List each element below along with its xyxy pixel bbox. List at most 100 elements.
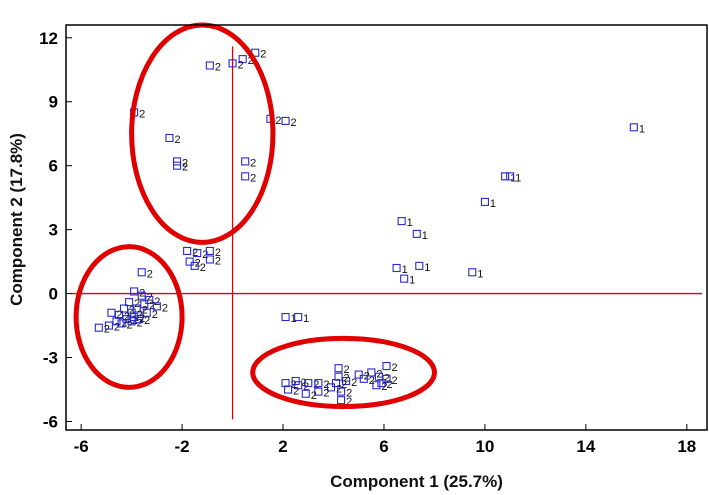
data-point: [304, 379, 313, 388]
data-point-label: 1: [303, 313, 309, 325]
data-point-label: 2: [351, 377, 357, 389]
data-point-label: 2: [147, 292, 153, 304]
data-point: [281, 312, 290, 322]
data-point: [142, 308, 151, 317]
data-point: [337, 396, 346, 405]
data-point-label: 2: [392, 375, 398, 387]
data-point: [337, 387, 346, 396]
data-point: [241, 157, 250, 166]
data-point: [372, 381, 381, 390]
data-point-label: 2: [114, 322, 120, 334]
data-point-label: 2: [303, 381, 309, 393]
data-point-label: 2: [104, 324, 110, 336]
data-point-label: 1: [639, 123, 645, 135]
data-point: [172, 161, 182, 170]
x-tick-label: 2: [278, 437, 287, 456]
reference-lines: [71, 46, 702, 420]
data-point: [238, 55, 247, 64]
data-point-label: 2: [137, 309, 143, 321]
y-axis-label: Component 2 (17.8%): [7, 133, 26, 306]
data-point-label: 2: [174, 134, 180, 146]
data-point: [281, 116, 290, 125]
data-point: [359, 374, 368, 383]
data-point: [480, 197, 489, 206]
data-point-label: 2: [215, 255, 221, 267]
x-tick-label: 6: [379, 437, 388, 456]
data-point: [205, 246, 214, 255]
data-point-label: 2: [162, 302, 168, 314]
data-point: [382, 362, 391, 371]
data-point-label: 2: [346, 388, 352, 400]
data-point: [172, 157, 182, 166]
x-tick-label: -6: [74, 437, 89, 456]
data-point-label: 2: [215, 62, 221, 74]
plot-frame: [65, 24, 708, 431]
y-tick-label: 12: [39, 29, 58, 48]
data-point-label: 1: [422, 230, 428, 242]
cluster-ellipse: [73, 244, 185, 390]
data-point: [130, 287, 139, 296]
data-point: [205, 61, 214, 70]
data-point: [114, 310, 124, 319]
data-point: [294, 312, 303, 322]
data-point-label: 1: [409, 275, 415, 287]
data-point-label: 2: [291, 117, 297, 129]
data-point-label: 2: [192, 247, 198, 259]
x-axis-label: Component 1 (25.7%): [330, 472, 503, 491]
data-point: [334, 372, 343, 381]
data-point: [354, 370, 363, 379]
data-point-label: 2: [336, 383, 342, 395]
data-point: [137, 268, 146, 277]
data-point: [377, 379, 386, 388]
data-point: [241, 172, 250, 181]
data-point: [190, 261, 199, 270]
data-point: [326, 383, 336, 392]
data-point: [367, 368, 376, 377]
data-point: [314, 379, 323, 388]
data-point-label: 2: [182, 157, 188, 169]
x-tick-label: 18: [677, 437, 696, 456]
y-tick-label: 3: [49, 221, 58, 240]
data-point: [284, 385, 293, 394]
cluster-ellipses: [73, 22, 437, 410]
cluster-ellipse: [129, 22, 276, 245]
y-tick-label: -3: [43, 349, 58, 368]
data-point: [374, 372, 383, 381]
data-point-label: 2: [134, 298, 140, 310]
data-point-label: 2: [346, 396, 352, 408]
data-point-label: 2: [344, 373, 350, 385]
data-point-label: 1: [402, 264, 408, 276]
data-point: [205, 255, 214, 264]
data-point-label: 2: [275, 115, 281, 127]
data-point-label: 2: [202, 249, 208, 261]
data-point-label: 2: [344, 364, 350, 376]
x-tick-label: 14: [576, 437, 595, 456]
data-point-label: 1: [490, 198, 496, 210]
data-point: [415, 261, 424, 270]
data-point-label: 2: [147, 268, 153, 280]
data-point-label: 2: [384, 373, 390, 385]
data-point-label: 2: [215, 247, 221, 259]
data-point: [185, 257, 194, 266]
data-point: [331, 379, 341, 388]
data-point-label: 2: [238, 59, 244, 71]
cluster-ellipse: [250, 335, 437, 410]
data-point-label: 2: [250, 172, 256, 184]
data-point-label: 2: [323, 388, 329, 400]
data-point-label: 2: [144, 315, 150, 327]
data-point-label: 2: [369, 375, 375, 387]
y-tick-label: 0: [49, 285, 58, 304]
x-tick-label: -2: [175, 437, 190, 456]
data-point: [400, 274, 409, 283]
data-point-label: 2: [293, 386, 299, 398]
data-point: [506, 172, 515, 181]
data-point: [127, 317, 136, 326]
data-point-label: 1: [477, 268, 483, 280]
data-point: [294, 381, 303, 390]
data-point: [94, 323, 103, 332]
data-point: [314, 387, 323, 396]
data-point: [104, 321, 113, 330]
data-point: [165, 133, 174, 143]
data-point: [135, 315, 144, 324]
